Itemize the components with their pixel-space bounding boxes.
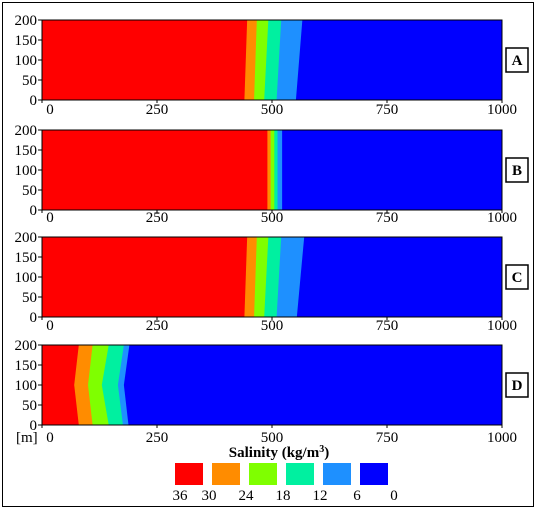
y-tick-label: 50 <box>22 290 37 306</box>
y-tick-label: 150 <box>15 33 38 49</box>
x-tick-label: 0 <box>46 102 54 118</box>
x-tick-label: 0 <box>46 210 54 226</box>
y-tick-label: 0 <box>30 310 38 326</box>
x-tick-label: 1000 <box>487 210 517 226</box>
x-tick-label: 0 <box>46 318 54 334</box>
y-tick-label: 100 <box>15 53 38 69</box>
y-tick-label: 0 <box>30 93 38 109</box>
salinity-zone-front-6 <box>123 345 502 425</box>
x-tick-label: 1000 <box>487 318 517 334</box>
salinity-zone-front-6 <box>295 20 502 100</box>
depth-unit-label: [m] <box>16 430 38 446</box>
x-tick-label: 500 <box>261 430 284 446</box>
panel-label-box <box>505 264 529 290</box>
y-tick-label: 100 <box>15 163 38 179</box>
colorscale-swatch <box>212 463 240 485</box>
y-tick-label: 0 <box>30 418 38 434</box>
y-tick-label: 200 <box>15 123 38 139</box>
colorscale-title: Salinity (kg/m3) <box>229 444 329 462</box>
x-tick-label: 750 <box>376 318 399 334</box>
colorscale-title-text: Salinity (kg/m <box>229 445 320 461</box>
x-tick-label: 750 <box>376 430 399 446</box>
panel-label: D <box>512 378 523 394</box>
y-tick-label: 150 <box>15 358 38 374</box>
colorscale-tick-label: 0 <box>390 488 398 504</box>
colorscale-title-suffix: ) <box>324 445 329 461</box>
colorscale-tick-label: 24 <box>239 488 255 504</box>
panel-label-box <box>505 372 529 398</box>
x-tick-label: 500 <box>261 318 284 334</box>
panel-label: C <box>512 270 523 286</box>
x-tick-label: 750 <box>376 102 399 118</box>
y-tick-label: 100 <box>15 378 38 394</box>
y-tick-label: 200 <box>15 230 38 246</box>
x-tick-label: 500 <box>261 210 284 226</box>
colorscale-tick-label: 18 <box>276 488 291 504</box>
y-tick-label: 0 <box>30 203 38 219</box>
y-tick-label: 50 <box>22 183 37 199</box>
colorscale-swatch <box>360 463 388 485</box>
x-tick-label: 1000 <box>487 102 517 118</box>
colorscale-tick-label: 6 <box>353 488 361 504</box>
panel-label-box <box>505 47 529 73</box>
colorscale-swatch <box>249 463 277 485</box>
salinity-zone-front-6 <box>296 237 502 317</box>
y-tick-label: 150 <box>15 143 38 159</box>
panel-label-box <box>505 157 529 183</box>
x-tick-label: 250 <box>146 430 169 446</box>
colorscale-title-superscript: 3 <box>319 444 324 455</box>
y-tick-label: 100 <box>15 270 38 286</box>
panel-label: B <box>512 163 522 179</box>
colorscale-swatch <box>175 463 203 485</box>
x-tick-label: 250 <box>146 318 169 334</box>
x-tick-label: 0 <box>46 430 54 446</box>
x-tick-label: 1000 <box>487 430 517 446</box>
panel-label: A <box>512 53 523 69</box>
colorscale-tick-label: 36 <box>173 488 189 504</box>
colorscale-swatch <box>286 463 314 485</box>
x-tick-label: 250 <box>146 102 169 118</box>
y-tick-label: 200 <box>15 13 38 29</box>
x-tick-label: 500 <box>261 102 284 118</box>
y-tick-label: 200 <box>15 338 38 354</box>
y-tick-label: 50 <box>22 73 37 89</box>
salinity-zone-front-6 <box>282 130 502 210</box>
colorscale-tick-label: 12 <box>313 488 328 504</box>
x-tick-label: 750 <box>376 210 399 226</box>
y-tick-label: 50 <box>22 398 37 414</box>
y-tick-label: 150 <box>15 250 38 266</box>
colorscale-tick-label: 30 <box>202 488 217 504</box>
x-tick-label: 250 <box>146 210 169 226</box>
colorscale-swatch <box>323 463 351 485</box>
